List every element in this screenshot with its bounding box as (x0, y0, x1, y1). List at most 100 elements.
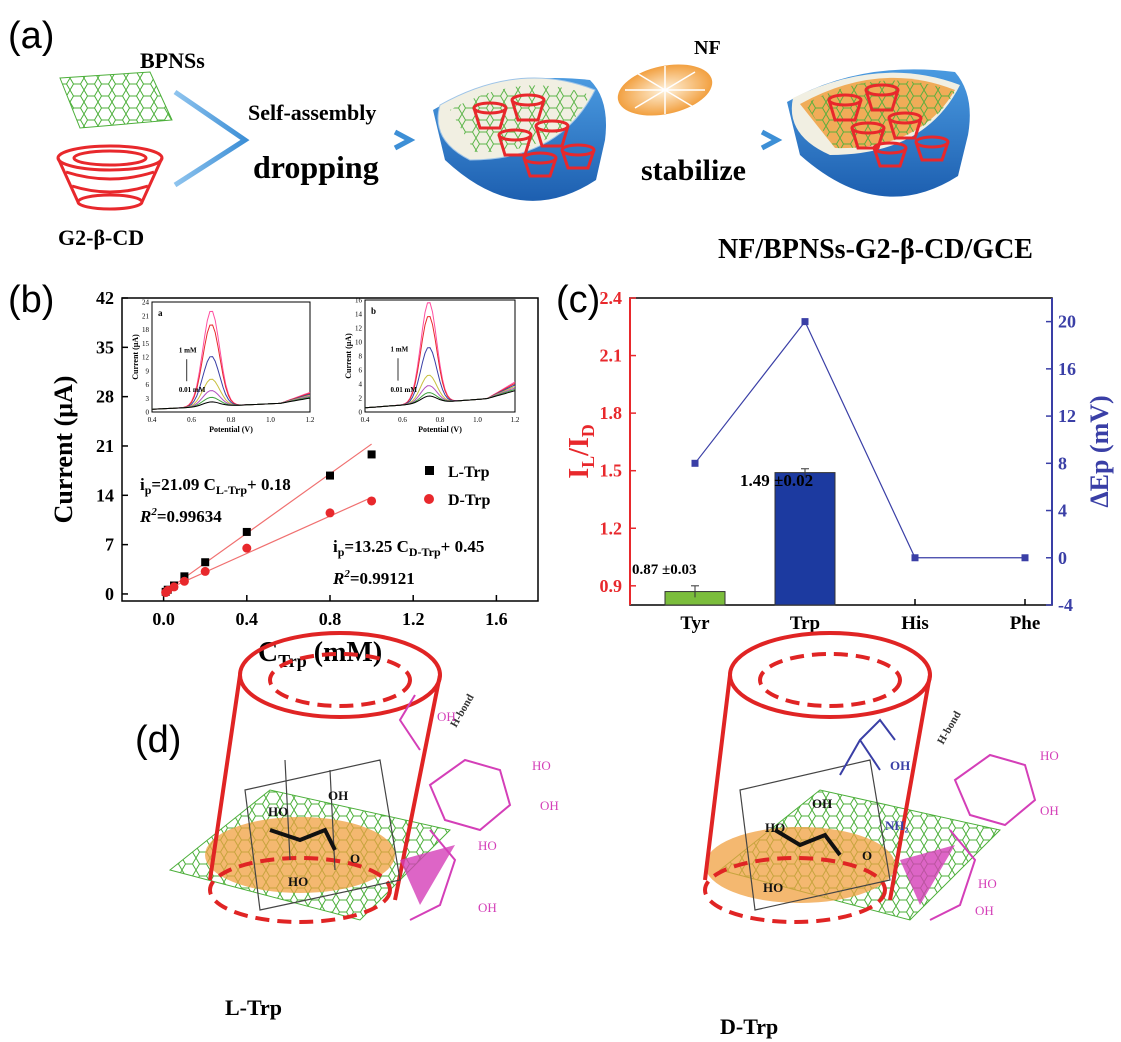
g2-cd-cup-icon (56, 144, 164, 211)
inset-top-conc: 1 mM (179, 347, 197, 355)
panel-d-label: (d) (135, 719, 181, 761)
inset-x-tick-label: 0.8 (436, 416, 445, 424)
oh-text-right-2: OH (812, 796, 832, 811)
right-axis-label: ΔEp (mV) (1085, 395, 1114, 507)
left-tick-label: 1.5 (600, 461, 623, 481)
right-tick-label: -4 (1058, 595, 1073, 615)
ho-text-right-3: HO (1040, 748, 1059, 763)
inset-y-tick-label: 14 (355, 311, 363, 319)
inset-letter: a (158, 308, 163, 318)
stabilize-text: stabilize (641, 154, 746, 187)
r2-l-trp: R2=0.99634 (139, 506, 222, 526)
inset-y-tick-label: 10 (355, 339, 363, 347)
category-label: Trp (790, 613, 820, 634)
inset-frame (151, 301, 311, 413)
panel-c: (c) 0.9 1.2 1.5 1.8 2.1 2.4 -4 0 4 8 12 16 20 Tyr Trp H… (556, 279, 1114, 634)
d-trp-label: D-Trp (720, 1014, 778, 1039)
ho-text-right-2: HO (763, 880, 783, 895)
delta-ep-point (1021, 554, 1029, 562)
inset-curve (364, 390, 516, 409)
hbond-text-right: H-bond (935, 709, 963, 746)
plot-frame-c (629, 297, 1053, 606)
inset-y-tick-label: 0 (359, 409, 363, 417)
bar-Trp (774, 472, 836, 606)
ho-text-left-4: HO (478, 838, 497, 853)
y-tick-label: 35 (96, 337, 114, 357)
point-D-Trp (200, 566, 210, 576)
inset-x-label: Potential (V) (418, 425, 462, 434)
equation-l-trp: ip=21.09 CL-Trp+ 0.18 (140, 475, 291, 497)
inset-y-label: Current (μA) (131, 334, 140, 380)
g2-cd-text: G2-β-CD (58, 225, 144, 250)
legend-marker-L-Trp (425, 466, 434, 475)
right-tick-label: 4 (1058, 501, 1067, 521)
chart-c: 0.9 1.2 1.5 1.8 2.1 2.4 -4 0 4 8 12 16 20 Tyr Trp His Ph… (564, 288, 1114, 634)
inset-frame (364, 299, 516, 413)
dropping-text: dropping (253, 149, 379, 185)
legend-marker-D-Trp (424, 494, 434, 504)
ho-text-left-2: HO (288, 874, 308, 889)
cd-cup-cluster-2 (827, 83, 950, 168)
inset-y-tick-label: 4 (359, 381, 363, 389)
legend-label-L-Trp: L-Trp (448, 464, 490, 481)
x-tick-label: 0.0 (152, 609, 175, 629)
inset-y-tick-label: 8 (359, 353, 363, 361)
panel-a: (a) BPNSs G2-β-CD Self-assembly dropping (8, 15, 1033, 265)
nh2-text-right: NH₂ (885, 818, 909, 833)
inset-y-tick-label: 2 (359, 395, 363, 403)
inset-y-tick-label: 12 (355, 325, 363, 333)
y-tick-label: 42 (96, 288, 114, 308)
panel-b-label: (b) (8, 279, 54, 321)
y-tick-label: 28 (96, 387, 114, 407)
inset-x-tick-label: 0.4 (148, 416, 157, 424)
left-tick-label: 2.1 (600, 346, 623, 366)
point-L-Trp (201, 558, 210, 567)
inset-y-tick-label: 9 (146, 367, 150, 375)
inset-y-tick-label: 16 (355, 297, 363, 305)
x-tick-label: 0.8 (319, 609, 342, 629)
inset-bottom-conc: 0.01 mM (391, 386, 418, 394)
y-axis-label: Current (μA) (49, 376, 78, 524)
electrode-2 (787, 69, 970, 197)
y-tick-label: 14 (96, 485, 114, 505)
oh-text-left-1: OH (437, 709, 456, 724)
point-L-Trp (180, 572, 189, 581)
right-tick-label: 12 (1058, 406, 1076, 426)
category-label: Phe (1010, 613, 1041, 634)
delta-ep-point (801, 318, 809, 326)
point-D-Trp (367, 496, 377, 506)
r2-d-trp: R2=0.99121 (332, 568, 415, 588)
d-trp-complex: H-bond OH NH₂ OH HO HO O HO OH HO OH D-T… (703, 631, 1059, 1039)
point-L-Trp (367, 450, 376, 459)
left-axis-label: IL/ID (564, 424, 598, 479)
inset-y-tick-label: 0 (146, 409, 150, 417)
inset-y-tick-label: 21 (142, 312, 150, 320)
category-label: His (901, 613, 928, 634)
inset-x-tick-label: 1.0 (473, 416, 482, 424)
inset-x-tick-label: 0.6 (187, 416, 196, 424)
x-tick-label: 0.4 (236, 609, 259, 629)
cd-cone-right (703, 631, 932, 924)
left-tick-label: 1.2 (600, 518, 623, 538)
inset-x-tick-label: 1.0 (266, 416, 275, 424)
inset-y-tick-label: 18 (142, 326, 150, 334)
chart-b-inset-b: 0.4 0.6 0.8 1.0 1.2 0 2 4 6 8 10 12 14 16 b 1 mM 0.01 mM… (344, 297, 520, 435)
l-trp-label: L-Trp (225, 995, 282, 1020)
inset-x-tick-label: 0.8 (227, 416, 236, 424)
chart-b-inset-a: 0.4 0.6 0.8 1.0 1.2 0 3 6 9 12 15 18 21 24 a 1 mM 0.01 m… (131, 299, 315, 435)
category-label: Tyr (680, 613, 710, 634)
bar-label-tyr: 0.87 ±0.03 (632, 562, 696, 578)
inset-x-label: Potential (V) (209, 425, 253, 434)
nf-text: NF (694, 37, 721, 59)
x-tick-label: 1.2 (402, 609, 425, 629)
y-tick-label: 7 (105, 535, 114, 555)
o-text-left: O (350, 851, 360, 866)
electrode-1 (433, 77, 606, 201)
oh-text-left-3: OH (540, 798, 559, 813)
right-tick-label: 0 (1058, 548, 1067, 568)
inset-curve (151, 397, 311, 410)
panel-c-label: (c) (556, 279, 600, 321)
inset-top-conc: 1 mM (391, 346, 409, 354)
